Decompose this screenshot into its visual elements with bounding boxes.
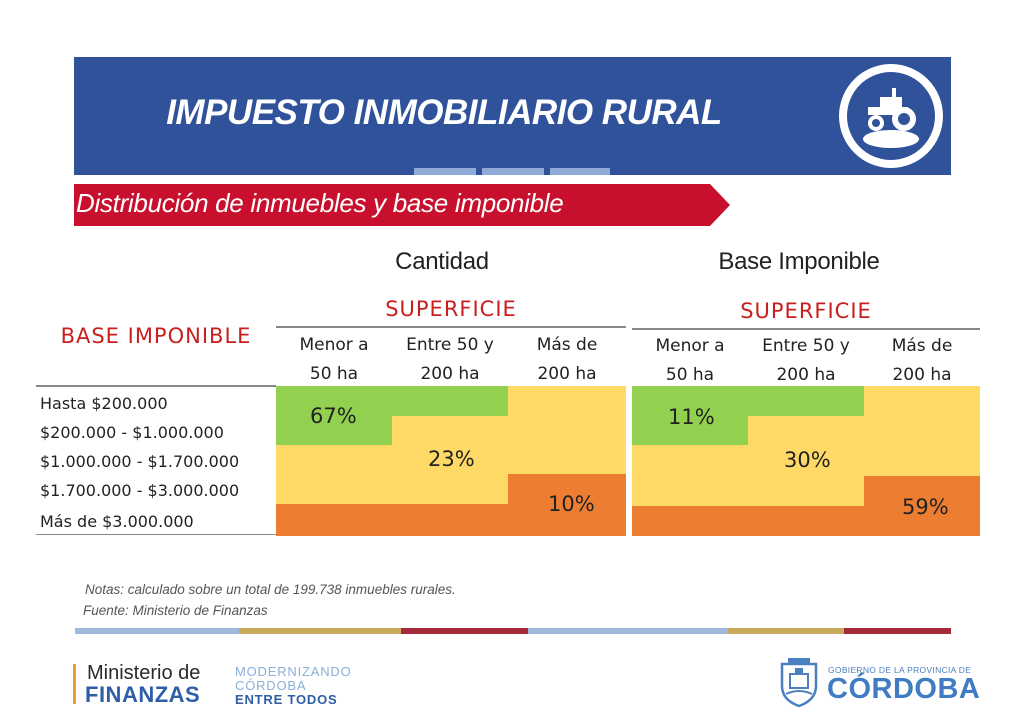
tagline-line2: CÓRDOBA bbox=[235, 678, 307, 693]
footer-bar-segment bbox=[528, 628, 728, 634]
footer-bar-segment bbox=[75, 628, 239, 634]
row-header: BASE IMPONIBLE bbox=[60, 324, 252, 348]
divider bbox=[632, 328, 980, 330]
column-header: Entre 50 y 200 ha bbox=[406, 335, 494, 384]
row-label: $1.000.000 - $1.700.000 bbox=[40, 452, 240, 471]
row-label: Hasta $200.000 bbox=[40, 394, 168, 413]
cell-green bbox=[632, 416, 748, 445]
cell-green bbox=[276, 386, 508, 416]
footer-bar-segment bbox=[239, 628, 401, 634]
cell-green bbox=[276, 416, 392, 445]
government-logo-line1: GOBIERNO DE LA PROVINCIA DE bbox=[828, 665, 972, 675]
page-title: IMPUESTO INMOBILIARIO RURAL bbox=[166, 93, 722, 132]
cell-orange bbox=[508, 474, 626, 536]
distribution-grid-base-imponible: 11% 30% 59% bbox=[632, 386, 980, 536]
source-text: Fuente: Ministerio de Finanzas bbox=[83, 603, 268, 618]
distribution-grid-cantidad: 67% 23% 10% bbox=[276, 386, 626, 536]
percentage-label: 59% bbox=[902, 495, 949, 519]
divider bbox=[36, 534, 276, 535]
tagline-line3: ENTRE TODOS bbox=[235, 692, 338, 707]
row-label: Más de $3.000.000 bbox=[40, 512, 194, 531]
divider bbox=[36, 385, 276, 387]
cell-green bbox=[632, 386, 864, 416]
panel-title-base-imponible: Base Imponible bbox=[718, 248, 880, 275]
cell-orange bbox=[632, 506, 864, 536]
row-label: $1.700.000 - $3.000.000 bbox=[40, 481, 240, 500]
column-header: Menor a 50 ha bbox=[655, 336, 725, 385]
banner-tab bbox=[482, 168, 544, 175]
notes-text: Notas: calculado sobre un total de 199.7… bbox=[85, 582, 456, 597]
subtitle-band bbox=[74, 184, 730, 226]
percentage-label: 11% bbox=[668, 405, 715, 429]
ministry-logo-line1: Ministerio de bbox=[87, 662, 201, 684]
coat-of-arms-icon bbox=[780, 658, 818, 708]
percentage-label: 23% bbox=[428, 447, 475, 471]
panel-title-cantidad: Cantidad bbox=[395, 248, 489, 275]
percentage-label: 30% bbox=[784, 448, 831, 472]
row-label: $200.000 - $1.000.000 bbox=[40, 423, 224, 442]
footer-bar-segment bbox=[844, 628, 951, 634]
percentage-label: 10% bbox=[548, 492, 595, 516]
ministry-logo-line2: FINANZAS bbox=[85, 682, 201, 707]
divider bbox=[276, 326, 626, 328]
tagline-line1: MODERNIZANDO bbox=[235, 664, 352, 679]
column-header: Más de 200 ha bbox=[536, 335, 598, 384]
column-header: Menor a 50 ha bbox=[299, 335, 369, 384]
cell-orange bbox=[864, 476, 980, 536]
banner-tab bbox=[414, 168, 476, 175]
cell-orange bbox=[276, 504, 508, 536]
column-header: Más de 200 ha bbox=[891, 336, 953, 385]
ministry-accent-bar bbox=[73, 664, 76, 704]
percentage-label: 67% bbox=[310, 404, 357, 428]
government-logo-line2: CÓRDOBA bbox=[827, 673, 981, 705]
group-header-superficie: SUPERFICIE bbox=[385, 297, 517, 321]
banner-tab bbox=[550, 168, 610, 175]
tractor-icon bbox=[839, 64, 943, 168]
group-header-superficie: SUPERFICIE bbox=[740, 299, 872, 323]
footer-bar-segment bbox=[401, 628, 528, 634]
page-subtitle: Distribución de inmuebles y base imponib… bbox=[76, 188, 564, 218]
column-header: Entre 50 y 200 ha bbox=[762, 336, 850, 385]
title-banner: IMPUESTO INMOBILIARIO RURAL bbox=[74, 57, 951, 175]
footer-bar-segment bbox=[728, 628, 844, 634]
